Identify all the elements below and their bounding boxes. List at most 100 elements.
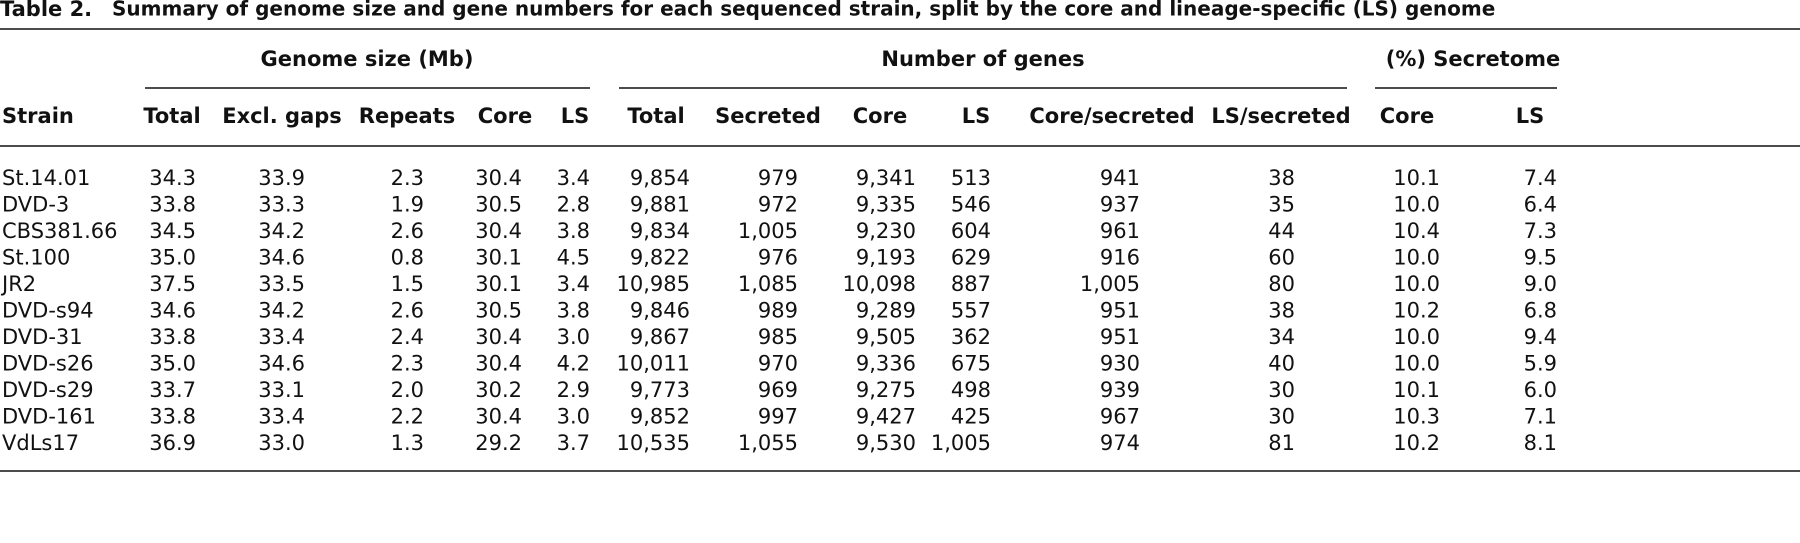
cell: 629: [951, 246, 991, 270]
cell: 10,011: [617, 352, 690, 376]
column-header: Core: [1380, 104, 1434, 128]
column-header: Secreted: [715, 104, 821, 128]
cell: 30.4: [475, 352, 522, 376]
cell: 33.8: [149, 325, 196, 349]
cell: 33.0: [258, 431, 305, 455]
cell: 9,275: [856, 378, 916, 402]
cell: 1.3: [391, 431, 424, 455]
cell: 9,773: [630, 378, 690, 402]
cell: 30.4: [475, 325, 522, 349]
cell: 34.6: [258, 246, 305, 270]
cell: 951: [1100, 299, 1140, 323]
cell: 33.8: [149, 193, 196, 217]
column-header: LS: [1516, 104, 1545, 128]
cell: 9,852: [630, 405, 690, 429]
cell: 10.0: [1393, 193, 1440, 217]
cell: 9,854: [630, 166, 690, 190]
cell: 10.3: [1393, 405, 1440, 429]
cell: 9,822: [630, 246, 690, 270]
cell: 30: [1268, 405, 1295, 429]
strain-name: VdLs17: [2, 431, 79, 455]
cell: 40: [1268, 352, 1295, 376]
strain-name: DVD-3: [2, 193, 69, 217]
table-label: Table 2.: [0, 0, 92, 21]
cell: 8.1: [1524, 431, 1557, 455]
cell: 30.4: [475, 405, 522, 429]
cell: 951: [1100, 325, 1140, 349]
cell: 2.6: [391, 219, 424, 243]
cell: 6.0: [1524, 378, 1557, 402]
cell: 34.2: [258, 299, 305, 323]
column-header: Total: [143, 104, 200, 128]
column-header: Core: [853, 104, 907, 128]
cell: 33.8: [149, 405, 196, 429]
cell: 33.5: [258, 272, 305, 296]
cell: 30.1: [475, 246, 522, 270]
cell: 498: [951, 378, 991, 402]
cell: 38: [1268, 299, 1295, 323]
cell: 10.0: [1393, 246, 1440, 270]
cell: 10.0: [1393, 352, 1440, 376]
cell: 969: [758, 378, 798, 402]
cell: 10,535: [617, 431, 690, 455]
cell: 675: [951, 352, 991, 376]
cell: 937: [1100, 193, 1140, 217]
cell: 1.5: [391, 272, 424, 296]
cell: 2.3: [391, 166, 424, 190]
group-header: (%) Secretome: [1386, 47, 1561, 71]
group-header: Number of genes: [881, 47, 1084, 71]
cell: 557: [951, 299, 991, 323]
cell: 4.5: [557, 246, 590, 270]
cell: 1,005: [738, 219, 798, 243]
column-header: Strain: [2, 104, 74, 128]
cell: 10.1: [1393, 166, 1440, 190]
cell: 9,341: [856, 166, 916, 190]
cell: 4.2: [557, 352, 590, 376]
cell: 30.2: [475, 378, 522, 402]
cell: 916: [1100, 246, 1140, 270]
cell: 44: [1268, 219, 1295, 243]
cell: 9,289: [856, 299, 916, 323]
cell: 10.2: [1393, 431, 1440, 455]
strain-name: JR2: [0, 272, 36, 296]
cell: 35.0: [149, 246, 196, 270]
cell: 1,005: [931, 431, 991, 455]
cell: 5.9: [1524, 352, 1557, 376]
strain-name: St.100: [2, 246, 70, 270]
cell: 30: [1268, 378, 1295, 402]
cell: 974: [1100, 431, 1140, 455]
cell: 2.3: [391, 352, 424, 376]
cell: 33.3: [258, 193, 305, 217]
cell: 34.3: [149, 166, 196, 190]
cell: 3.0: [557, 325, 590, 349]
cell: 3.7: [557, 431, 590, 455]
cell: 2.4: [391, 325, 424, 349]
cell: 939: [1100, 378, 1140, 402]
cell: 33.9: [258, 166, 305, 190]
cell: 34.2: [258, 219, 305, 243]
cell: 33.4: [258, 405, 305, 429]
strain-name: DVD-s26: [2, 352, 94, 376]
cell: 34.6: [258, 352, 305, 376]
cell: 10,098: [843, 272, 916, 296]
cell: 513: [951, 166, 991, 190]
cell: 33.4: [258, 325, 305, 349]
cell: 30.1: [475, 272, 522, 296]
cell: 81: [1268, 431, 1295, 455]
cell: 546: [951, 193, 991, 217]
cell: 887: [951, 272, 991, 296]
cell: 362: [951, 325, 991, 349]
strain-name: CBS381.66: [2, 219, 118, 243]
cell: 33.7: [149, 378, 196, 402]
cell: 30.5: [475, 299, 522, 323]
group-header: Genome size (Mb): [261, 47, 474, 71]
cell: 976: [758, 246, 798, 270]
cell: 997: [758, 405, 798, 429]
cell: 972: [758, 193, 798, 217]
cell: 10.0: [1393, 272, 1440, 296]
strain-name: DVD-161: [2, 405, 96, 429]
column-header: Core: [478, 104, 532, 128]
cell: 3.8: [557, 219, 590, 243]
cell: 10.4: [1393, 219, 1440, 243]
cell: 985: [758, 325, 798, 349]
